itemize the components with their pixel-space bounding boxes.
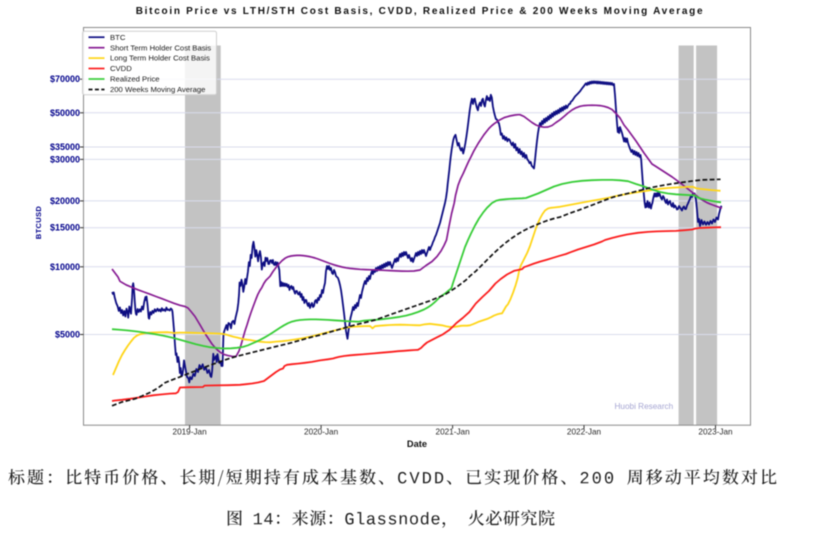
svg-text:Long Term Holder Cost Basis: Long Term Holder Cost Basis: [110, 54, 210, 63]
svg-text:2019-Jan: 2019-Jan: [173, 428, 208, 437]
svg-text:$10000: $10000: [50, 262, 80, 272]
svg-text:2020-Jan: 2020-Jan: [304, 428, 339, 437]
svg-text:2023-Jan: 2023-Jan: [698, 428, 733, 437]
svg-text:2022-Jan: 2022-Jan: [567, 428, 602, 437]
svg-text:Date: Date: [407, 439, 427, 449]
svg-text:$5000: $5000: [55, 330, 80, 340]
svg-text:Short Term Holder Cost Basis: Short Term Holder Cost Basis: [110, 43, 211, 52]
svg-text:$70000: $70000: [50, 74, 80, 84]
svg-text:Huobi Research: Huobi Research: [615, 402, 674, 411]
svg-text:$15000: $15000: [50, 223, 80, 233]
svg-text:$30000: $30000: [50, 154, 80, 164]
svg-text:BTC: BTC: [110, 33, 126, 42]
svg-text:$20000: $20000: [50, 196, 80, 206]
svg-text:$35000: $35000: [50, 142, 80, 152]
svg-text:2021-Jan: 2021-Jan: [436, 428, 471, 437]
svg-text:CVDD: CVDD: [110, 64, 132, 73]
svg-text:Bitcoin Price vs LTH/STH Cost: Bitcoin Price vs LTH/STH Cost Basis, CVD…: [136, 6, 705, 17]
svg-text:$50000: $50000: [50, 108, 80, 118]
svg-text:BTCUSD: BTCUSD: [34, 206, 43, 240]
svg-text:Realized Price: Realized Price: [110, 75, 160, 84]
svg-text:200 Weeks Moving Average: 200 Weeks Moving Average: [110, 85, 205, 94]
